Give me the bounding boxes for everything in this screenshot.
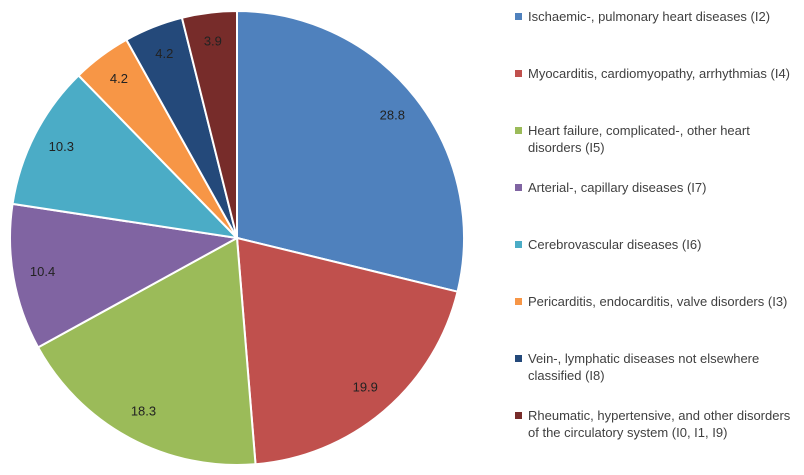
legend-label: Heart failure, complicated-, other heart…	[528, 123, 750, 155]
legend-label: Ischaemic-, pulmonary heart diseases (I2…	[528, 9, 771, 24]
legend-swatch	[515, 241, 522, 248]
legend-label: Rheumatic, hypertensive, and other disor…	[528, 408, 791, 440]
legend-item: Ischaemic-, pulmonary heart diseases (I2…	[512, 8, 792, 65]
legend-label: Cerebrovascular diseases (I6)	[528, 237, 702, 252]
legend-swatch	[515, 184, 522, 191]
pie-slice	[235, 236, 459, 466]
legend-label: Myocarditis, cardiomyopathy, arrhythmias…	[528, 66, 791, 81]
data-label: 10.4	[30, 264, 55, 279]
legend-label: Arterial-, capillary diseases (I7)	[528, 180, 707, 195]
legend: Ischaemic-, pulmonary heart diseases (I2…	[512, 8, 792, 464]
data-label: 3.9	[204, 33, 222, 48]
legend-label: Pericarditis, endocarditis, valve disord…	[528, 294, 788, 309]
pie-slice	[11, 74, 240, 240]
data-label: 4.2	[155, 46, 173, 61]
legend-swatch	[515, 298, 522, 305]
pie-slice	[9, 202, 241, 349]
legend-swatch	[515, 355, 522, 362]
legend-swatch	[515, 13, 522, 20]
legend-item: Arterial-, capillary diseases (I7)	[512, 179, 792, 236]
legend-item: Myocarditis, cardiomyopathy, arrhythmias…	[512, 65, 792, 122]
data-label: 10.3	[49, 139, 74, 154]
pie-slice	[180, 9, 238, 239]
legend-item: Heart failure, complicated-, other heart…	[512, 122, 792, 179]
legend-item: Pericarditis, endocarditis, valve disord…	[512, 293, 792, 350]
data-label: 19.9	[353, 380, 378, 395]
legend-item: Vein-, lymphatic diseases not elsewhere …	[512, 350, 792, 407]
pie-slice	[36, 236, 257, 466]
data-label: 18.3	[131, 403, 156, 418]
legend-item: Rheumatic, hypertensive, and other disor…	[512, 407, 792, 464]
legend-item: Cerebrovascular diseases (I6)	[512, 236, 792, 293]
data-label: 28.8	[380, 107, 405, 122]
pie-slice	[236, 9, 465, 293]
legend-swatch	[515, 70, 522, 77]
data-label: 4.2	[110, 71, 128, 86]
legend-label: Vein-, lymphatic diseases not elsewhere …	[528, 351, 760, 383]
legend-swatch	[515, 127, 522, 134]
chart: 28.8 19.9 18.3 10.4 10.3 4.2 4.2 3.9	[9, 9, 465, 466]
legend-swatch	[515, 412, 522, 419]
